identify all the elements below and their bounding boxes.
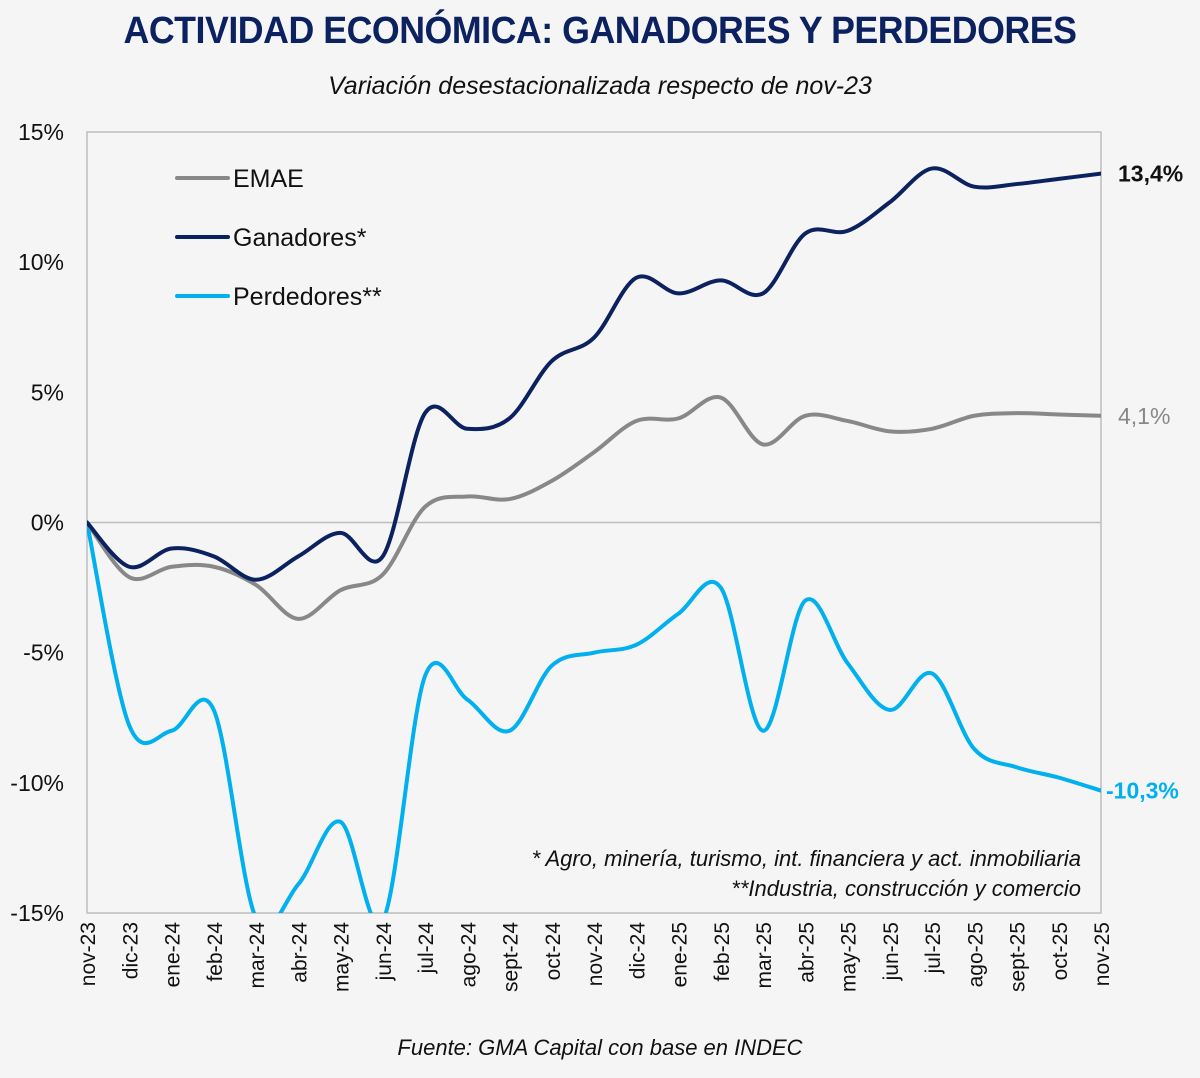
x-tick-label: ene-25	[669, 922, 692, 987]
source-note: Fuente: GMA Capital con base en INDEC	[397, 1035, 803, 1060]
y-tick-label: -5%	[23, 640, 64, 666]
x-tick-label: mar-25	[753, 922, 776, 989]
legend: EMAE Ganadores* Perdedores**	[175, 165, 382, 311]
y-tick-label: 10%	[18, 249, 64, 275]
y-tick-label: 15%	[18, 119, 64, 145]
series-line-perdedores	[87, 520, 1101, 913]
legend-label: Ganadores*	[233, 224, 367, 252]
y-tick-label: -10%	[10, 770, 64, 796]
x-tick-label: abr-25	[795, 922, 818, 983]
legend-label: Perdedores**	[233, 283, 382, 311]
x-tick-label: sept-25	[1007, 922, 1030, 992]
x-tick-label: jun-24	[373, 922, 396, 982]
x-axis-ticks: nov-23 dic-23 ene-24 feb-24 mar-24 abr-24 may-…	[77, 922, 1114, 992]
x-tick-label: nov-24	[584, 922, 607, 987]
x-tick-label: nov-25	[1091, 922, 1114, 986]
x-tick-label: ago-25	[964, 922, 987, 987]
legend-item-perdedores: Perdedores**	[175, 283, 382, 311]
x-tick-label: feb-24	[204, 922, 227, 982]
series-group	[87, 166, 1101, 913]
x-tick-label: oct-24	[542, 922, 565, 981]
x-tick-label: mar-24	[246, 922, 269, 989]
x-tick-label: jul-24	[415, 922, 438, 975]
y-axis-ticks: 15% 10% 5% 0% -5% -10% -15%	[10, 119, 64, 926]
chart-title: ACTIVIDAD ECONÓMICA: GANADORES Y PERDEDO…	[123, 10, 1077, 52]
x-tick-label: ene-24	[162, 922, 185, 988]
x-tick-label: dic-24	[626, 922, 649, 980]
x-tick-label: oct-25	[1049, 922, 1072, 980]
end-label-emae: 4,1%	[1118, 403, 1170, 429]
y-tick-label: 0%	[31, 510, 64, 536]
series-line-ganadores	[87, 166, 1101, 582]
note-line-2: **Industria, construcción y comercio	[731, 876, 1081, 901]
chart-subtitle: Variación desestacionalizada respecto de…	[328, 72, 872, 100]
legend-item-emae: EMAE	[175, 165, 304, 193]
x-tick-label: nov-23	[77, 922, 100, 986]
y-tick-label: -15%	[10, 900, 64, 926]
y-tick-label: 5%	[31, 379, 64, 405]
x-tick-label: jul-25	[922, 922, 945, 974]
x-tick-label: jun-25	[880, 922, 903, 981]
x-tick-label: feb-25	[711, 922, 734, 982]
x-tick-label: sept-24	[500, 922, 523, 992]
end-label-perdedores: -10,3%	[1106, 778, 1179, 804]
series-line-emae	[87, 395, 1101, 621]
end-label-ganadores: 13,4%	[1118, 161, 1183, 187]
x-tick-label: may-25	[838, 922, 861, 992]
x-tick-label: dic-23	[119, 922, 142, 979]
end-labels: 4,1% 13,4% -10,3%	[1106, 161, 1183, 804]
x-tick-label: may-24	[331, 922, 354, 992]
legend-item-ganadores: Ganadores*	[175, 224, 367, 252]
x-tick-label: ago-24	[457, 922, 480, 988]
x-tick-label: abr-24	[288, 922, 311, 983]
note-line-1: * Agro, minería, turismo, int. financier…	[532, 846, 1081, 871]
legend-label: EMAE	[233, 165, 304, 193]
